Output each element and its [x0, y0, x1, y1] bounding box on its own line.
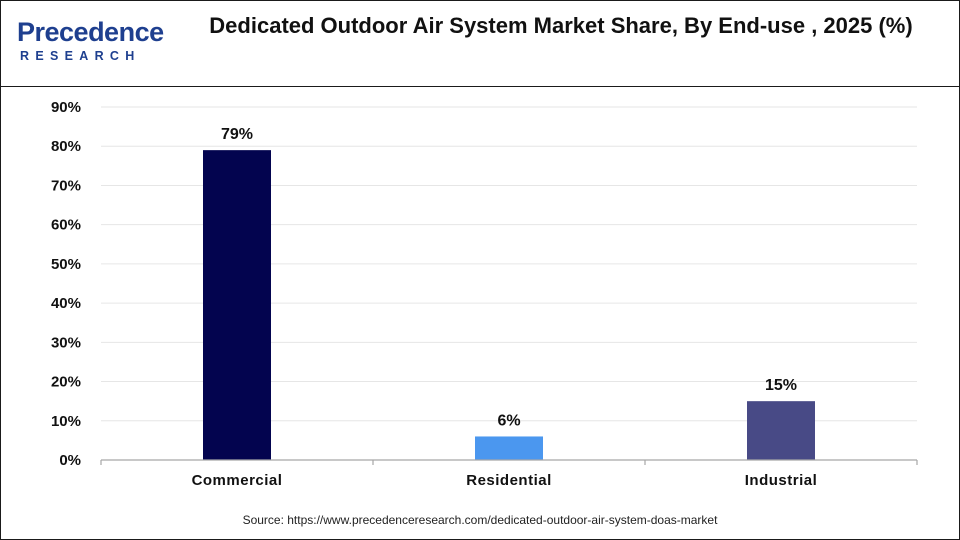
header: Precedence RESEARCH Dedicated Outdoor Ai… [1, 1, 959, 87]
chart-title: Dedicated Outdoor Air System Market Shar… [209, 13, 913, 38]
bar-chart: 0% 10% 20% 30% 40% 50% 60% 70% 80% 90% 79% 6% 15% C… [51, 99, 918, 489]
data-label: 79% [221, 126, 253, 143]
y-tick-label: 20% [51, 374, 81, 391]
x-axis: Commercial Residential Industrial [100, 459, 918, 489]
y-tick-label: 10% [51, 413, 81, 430]
bar-residential [475, 436, 543, 460]
brand-logo: Precedence RESEARCH [17, 17, 167, 67]
y-tick-label: 80% [51, 138, 81, 155]
y-tick-label: 60% [51, 217, 81, 234]
x-tick-label: Residential [466, 472, 552, 489]
y-tick-label: 90% [51, 99, 81, 116]
y-tick-label: 40% [51, 295, 81, 312]
y-axis-ticks: 0% 10% 20% 30% 40% 50% 60% 70% 80% 90% [51, 99, 81, 469]
source-note: Source: https://www.precedenceresearch.c… [242, 513, 718, 527]
bars [203, 150, 815, 460]
bar-commercial [203, 150, 271, 460]
bar-industrial [747, 401, 815, 460]
data-label: 6% [497, 412, 520, 429]
brand-sub: RESEARCH [20, 49, 141, 63]
data-label: 15% [765, 377, 797, 394]
x-tick-label: Commercial [192, 472, 283, 489]
y-tick-label: 0% [59, 452, 81, 469]
x-tick-label: Industrial [745, 472, 818, 489]
data-labels: 79% 6% 15% [221, 126, 797, 429]
brand-name: Precedence [17, 17, 164, 47]
y-tick-label: 70% [51, 177, 81, 194]
y-tick-label: 30% [51, 334, 81, 351]
y-tick-label: 50% [51, 256, 81, 273]
